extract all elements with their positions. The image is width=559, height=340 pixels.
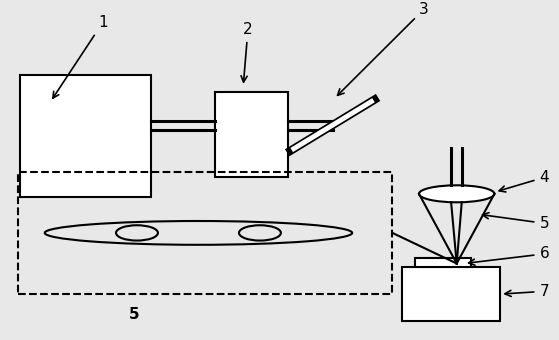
Bar (20, 75, 151, 197)
Text: 1: 1 (53, 15, 107, 98)
Bar (215, 92, 288, 177)
Text: 4: 4 (499, 170, 549, 192)
Bar (415, 258, 471, 267)
Text: 5: 5 (482, 212, 549, 231)
Text: 6: 6 (468, 246, 549, 265)
Text: 5: 5 (129, 307, 140, 322)
Bar (18, 172, 392, 294)
Bar (402, 267, 500, 321)
Ellipse shape (419, 185, 495, 202)
Text: 2: 2 (241, 22, 253, 82)
Text: 3: 3 (338, 2, 429, 95)
Text: 7: 7 (505, 284, 549, 299)
